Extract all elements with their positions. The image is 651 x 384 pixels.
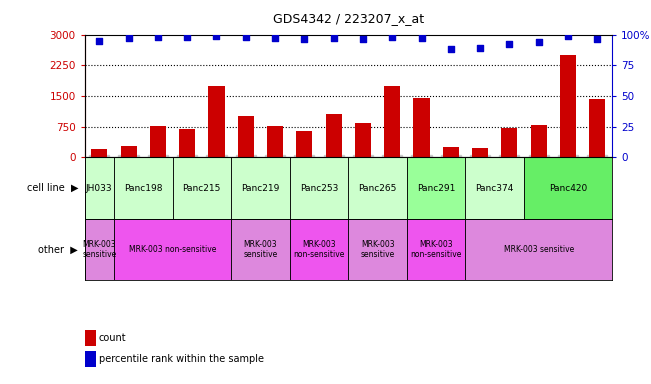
Bar xyxy=(465,157,524,219)
Point xyxy=(299,36,310,43)
Point xyxy=(182,34,193,40)
Point xyxy=(94,38,104,44)
Point xyxy=(328,35,339,41)
Bar xyxy=(524,157,612,219)
Bar xyxy=(150,126,166,157)
Text: Panc420: Panc420 xyxy=(549,184,587,193)
Bar xyxy=(501,128,518,157)
Bar xyxy=(114,219,231,280)
Bar xyxy=(120,146,137,157)
Text: MRK-003
sensitive: MRK-003 sensitive xyxy=(361,240,395,259)
Point xyxy=(445,46,456,52)
Bar xyxy=(413,98,430,157)
Bar xyxy=(348,219,407,280)
Bar xyxy=(173,157,231,219)
Bar xyxy=(290,219,348,280)
Point xyxy=(358,36,368,43)
Point xyxy=(475,45,485,51)
Bar xyxy=(326,114,342,157)
Point xyxy=(123,35,134,41)
Bar xyxy=(531,125,547,157)
Point xyxy=(387,34,397,40)
Bar xyxy=(208,86,225,157)
Point xyxy=(533,39,544,45)
Text: Panc198: Panc198 xyxy=(124,184,163,193)
Bar xyxy=(114,157,173,219)
Point xyxy=(592,36,602,43)
Bar xyxy=(85,219,114,280)
Bar xyxy=(231,157,290,219)
Text: Panc374: Panc374 xyxy=(476,184,514,193)
Point xyxy=(270,35,281,41)
Bar xyxy=(348,157,407,219)
Text: percentile rank within the sample: percentile rank within the sample xyxy=(99,354,264,364)
Text: JH033: JH033 xyxy=(86,184,113,193)
Bar xyxy=(267,126,283,157)
Bar xyxy=(407,157,465,219)
Bar xyxy=(589,99,605,157)
Text: cell line  ▶: cell line ▶ xyxy=(27,183,78,193)
Text: Panc265: Panc265 xyxy=(359,184,396,193)
Point xyxy=(562,33,573,39)
Point xyxy=(211,33,221,39)
Bar xyxy=(472,147,488,157)
Text: MRK-003
non-sensitive: MRK-003 non-sensitive xyxy=(294,240,344,259)
Bar xyxy=(85,157,114,219)
Bar xyxy=(355,122,371,157)
Point xyxy=(240,34,251,40)
Text: MRK-003
non-sensitive: MRK-003 non-sensitive xyxy=(411,240,462,259)
Point xyxy=(504,41,514,48)
Text: GDS4342 / 223207_x_at: GDS4342 / 223207_x_at xyxy=(273,12,424,25)
Bar xyxy=(465,219,612,280)
Bar xyxy=(231,219,290,280)
Bar xyxy=(91,149,107,157)
Text: count: count xyxy=(99,333,126,343)
Bar xyxy=(560,55,576,157)
Text: MRK-003
sensitive: MRK-003 sensitive xyxy=(82,240,117,259)
Text: Panc291: Panc291 xyxy=(417,184,455,193)
Text: other  ▶: other ▶ xyxy=(38,245,78,255)
Point xyxy=(416,35,426,41)
Bar xyxy=(296,131,312,157)
Text: Panc219: Panc219 xyxy=(242,184,279,193)
Text: MRK-003 non-sensitive: MRK-003 non-sensitive xyxy=(129,245,216,254)
Point xyxy=(152,34,163,40)
Bar xyxy=(290,157,348,219)
Text: Panc253: Panc253 xyxy=(300,184,338,193)
Bar xyxy=(443,147,459,157)
Text: MRK-003
sensitive: MRK-003 sensitive xyxy=(243,240,277,259)
Bar xyxy=(407,219,465,280)
Text: MRK-003 sensitive: MRK-003 sensitive xyxy=(504,245,574,254)
Bar xyxy=(384,86,400,157)
Bar xyxy=(238,116,254,157)
Bar xyxy=(179,129,195,157)
Text: Panc215: Panc215 xyxy=(183,184,221,193)
